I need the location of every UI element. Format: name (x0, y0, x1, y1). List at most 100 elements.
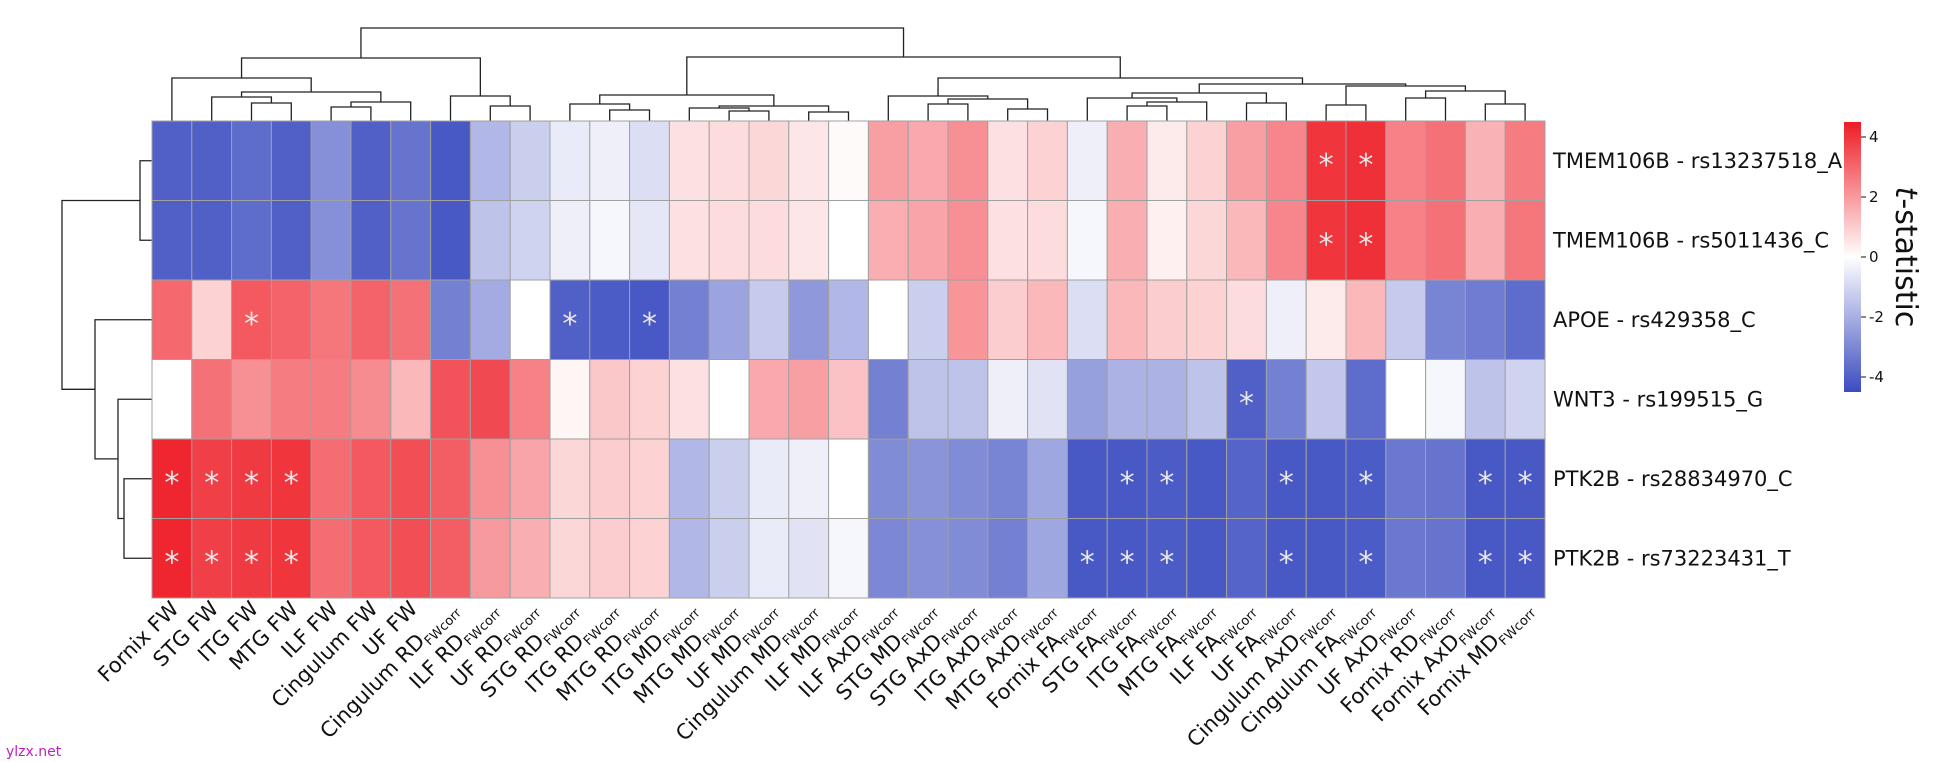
significance-star: * (1279, 545, 1294, 580)
heatmap-cell (748, 518, 790, 599)
heatmap-cell (191, 279, 233, 360)
heatmap-cell (1345, 438, 1387, 519)
heatmap-cell (987, 359, 1029, 440)
heatmap-cell (1464, 279, 1506, 360)
heatmap-cell (191, 359, 233, 440)
heatmap-cell (1265, 200, 1307, 281)
dendrogram-link (688, 107, 750, 121)
heatmap-cell (668, 200, 710, 281)
heatmap-cell (1106, 279, 1148, 360)
heatmap-cell (1265, 279, 1307, 360)
heatmap-cell (748, 200, 790, 281)
heatmap-cell (708, 438, 750, 519)
heatmap-cell (1464, 359, 1506, 440)
heatmap-cell (1106, 438, 1148, 519)
heatmap-cell (708, 279, 750, 360)
heatmap-cell (748, 279, 790, 360)
heatmap-cell (1027, 279, 1068, 360)
heatmap-cell (748, 438, 790, 519)
heatmap-cell (350, 518, 392, 599)
watermark: ylzx.net (6, 744, 62, 760)
heatmap-cell (629, 279, 670, 360)
heatmap-cell (1106, 518, 1148, 599)
heatmap-cell (947, 359, 989, 440)
heatmap-cell (947, 438, 989, 519)
heatmap-cell (310, 120, 352, 201)
significance-star: * (1358, 545, 1373, 580)
heatmap-cell (270, 438, 312, 519)
heatmap-cell (1464, 518, 1506, 599)
heatmap-cell (907, 438, 949, 519)
heatmap-cell (1305, 279, 1347, 360)
heatmap-cell (1385, 438, 1427, 519)
heatmap-border (151, 120, 1546, 599)
heatmap-cell (788, 359, 830, 440)
heatmap-cell (1106, 359, 1148, 440)
heatmap-cell (509, 518, 551, 599)
dendrogram-link (117, 398, 152, 520)
colorbar-tick-label: 0 (1869, 248, 1879, 266)
heatmap-cell (469, 200, 511, 281)
significance-star: * (1478, 545, 1493, 580)
heatmap-cell (270, 279, 312, 360)
heatmap-cell (1066, 279, 1108, 360)
dendrogram-link (1146, 101, 1208, 121)
heatmap-cell (1186, 120, 1228, 201)
heatmap-cell (1425, 200, 1466, 281)
row-label: TMEM106B - rs5011436_C (1552, 228, 1829, 253)
heatmap-cell (788, 120, 830, 201)
heatmap-cell (1305, 518, 1347, 599)
heatmap-cell (390, 120, 432, 201)
row-label: APOE - rs429358_C (1553, 308, 1756, 333)
heatmap-cell (430, 518, 471, 599)
significance-star: * (1358, 148, 1373, 183)
heatmap-cell (1066, 120, 1108, 201)
significance-star: * (1159, 545, 1174, 580)
heatmap-cell (828, 200, 869, 281)
heatmap-cell (310, 438, 352, 519)
row-label: PTK2B - rs28834970_C (1553, 467, 1793, 492)
heatmap-cell (191, 438, 233, 519)
heatmap-cell (469, 120, 511, 201)
heatmap-cell (1106, 200, 1148, 281)
row-label: PTK2B - rs73223431_T (1553, 546, 1791, 571)
column-dendrogram (171, 27, 1526, 121)
heatmap-cell (1385, 200, 1427, 281)
dendrogram-link (94, 319, 152, 460)
significance-star: * (1518, 466, 1533, 501)
dendrogram-link (350, 101, 412, 121)
colorbar: 4 2 0 -2 -4 t-statistic (1844, 122, 1923, 392)
heatmap-cell (708, 359, 750, 440)
heatmap-cell (509, 200, 551, 281)
heatmap-cell (430, 120, 471, 201)
heatmap-cell (987, 438, 1029, 519)
dendrogram-link (1245, 102, 1287, 121)
heatmap-cell (629, 438, 670, 519)
heatmap-cell (1146, 518, 1188, 599)
dendrogram-link (449, 95, 511, 121)
heatmap-cell (430, 438, 471, 519)
colorbar-title-italic: t (1888, 187, 1923, 200)
heatmap-cell (231, 518, 272, 599)
significance-star: * (244, 545, 259, 580)
colorbar-title: t-statistic (1888, 187, 1923, 328)
heatmap-cell (987, 200, 1029, 281)
heatmap-cell (828, 518, 869, 599)
heatmap-cell (270, 359, 312, 440)
row-labels: TMEM106B - rs13237518_A TMEM106B - rs5011… (1552, 149, 1843, 572)
heatmap-cell (509, 120, 551, 201)
row-label: WNT3 - rs199515_G (1553, 387, 1763, 412)
heatmap-cell (469, 279, 511, 360)
heatmap-cell (907, 200, 949, 281)
heatmap-cell (151, 518, 193, 599)
heatmap-cell (828, 359, 869, 440)
heatmap-cell (549, 359, 591, 440)
heatmap-cell (907, 359, 949, 440)
dendrogram-link (211, 96, 273, 121)
significance-star: * (1120, 466, 1135, 501)
heatmap-cell (1345, 359, 1387, 440)
heatmap-cell (987, 518, 1029, 599)
heatmap-cell (1186, 518, 1228, 599)
heatmap-cell (469, 359, 511, 440)
heatmap-cell (708, 518, 750, 599)
